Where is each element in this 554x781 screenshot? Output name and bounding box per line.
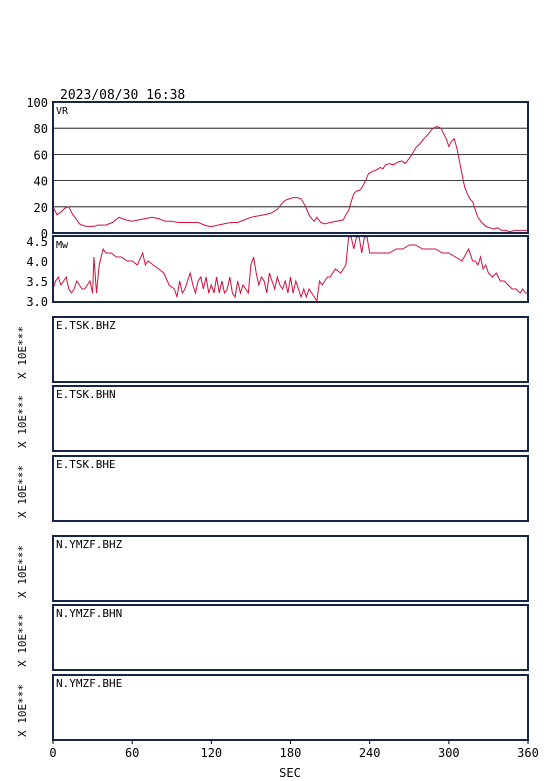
waveform-panel-frame xyxy=(52,316,529,383)
station-label: E.TSK.BHE xyxy=(56,458,116,471)
waveform-panel: N.YMZF.BHN X 10E*** xyxy=(16,604,529,671)
scale-label: X 10E*** xyxy=(16,684,29,737)
vr-gridlines xyxy=(53,127,528,208)
scale-label: X 10E*** xyxy=(16,614,29,667)
datetime-label: 2023/08/30 16:38 xyxy=(60,88,185,103)
scale-label: X 10E*** xyxy=(16,545,29,598)
station-label: N.YMZF.BHE xyxy=(56,677,122,690)
waveform-panel-frame xyxy=(52,455,529,522)
mw-y-tick-label: 3.5 xyxy=(26,275,48,289)
mw-series-line xyxy=(52,236,528,303)
station-label: N.YMZF.BHZ xyxy=(56,538,123,551)
x-tick-label: 360 xyxy=(517,746,539,760)
mw-y-tick-label: 4.5 xyxy=(26,235,48,249)
waveform-panel-frame xyxy=(52,385,529,452)
x-axis: 0 60 120 180 240 300 360 xyxy=(49,740,539,760)
mw-y-tick-label: 3.0 xyxy=(26,295,48,309)
vr-y-tick-label: 40 xyxy=(34,175,48,189)
waveform-panel: E.TSK.BHN X 10E*** xyxy=(16,385,529,452)
waveform-panel-frame xyxy=(52,604,529,671)
station-label: N.YMZF.BHN xyxy=(56,607,122,620)
vr-series-line xyxy=(52,126,528,233)
scale-label: X 10E*** xyxy=(16,326,29,379)
waveform-panel: E.TSK.BHZ X 10E*** xyxy=(16,316,529,383)
vr-y-tick-label: 100 xyxy=(26,96,48,110)
waveform-panel-frame xyxy=(52,535,529,602)
scale-label: X 10E*** xyxy=(16,395,29,448)
mw-chart-panel: 3.0 3.5 4.0 4.5 Mw xyxy=(26,235,529,309)
mw-y-tick-labels: 3.0 3.5 4.0 4.5 xyxy=(26,235,48,309)
x-tick-label: 120 xyxy=(200,746,222,760)
vr-y-tick-label: 80 xyxy=(34,122,48,136)
station-label: E.TSK.BHN xyxy=(56,388,116,401)
x-tick-label: 180 xyxy=(280,746,302,760)
station-label: E.TSK.BHZ xyxy=(56,319,116,332)
mw-y-tick-label: 4.0 xyxy=(26,255,48,269)
mw-panel-frame xyxy=(52,235,529,303)
waveform-panel: N.YMZF.BHE X 10E*** xyxy=(16,674,529,741)
vr-y-tick-label: 60 xyxy=(34,148,48,162)
x-tick-label: 300 xyxy=(438,746,460,760)
waveform-panel-frame xyxy=(52,674,529,741)
vr-chart-panel: 0 20 40 60 80 100 VR xyxy=(26,96,529,241)
mw-panel-label: Mw xyxy=(56,240,69,251)
waveform-panel: N.YMZF.BHZ X 10E*** xyxy=(16,535,529,602)
vr-y-tick-label: 20 xyxy=(34,201,48,215)
vr-y-tick-labels: 0 20 40 60 80 100 xyxy=(26,96,48,241)
x-axis-title: SEC xyxy=(279,766,301,780)
x-tick-label: 60 xyxy=(125,746,139,760)
vr-panel-label: VR xyxy=(56,106,69,117)
vr-panel-frame xyxy=(52,101,529,234)
x-tick-label: 240 xyxy=(359,746,381,760)
vr-y-tick-label: 0 xyxy=(41,227,48,241)
waveform-panel: E.TSK.BHE X 10E*** xyxy=(16,455,529,522)
scale-label: X 10E*** xyxy=(16,465,29,518)
x-tick-label: 0 xyxy=(49,746,56,760)
